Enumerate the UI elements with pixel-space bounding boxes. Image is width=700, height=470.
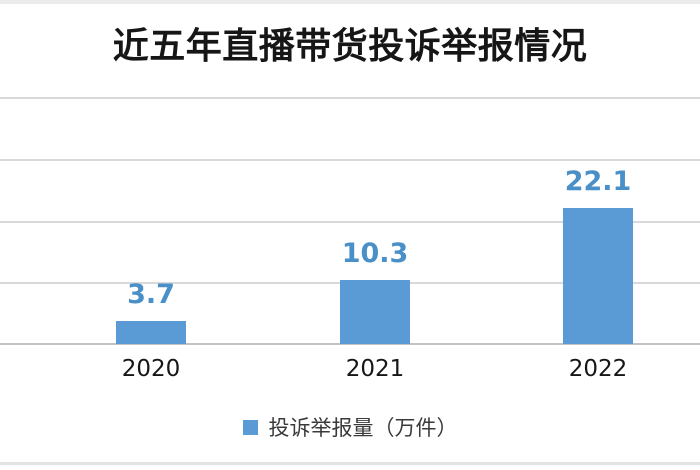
x-tick-label-2021: 2021	[345, 356, 405, 382]
data-label-2020: 3.7	[127, 279, 175, 310]
legend-label: 投诉举报量（万件）	[268, 416, 458, 440]
bar-group-2020: 3.7	[116, 281, 186, 344]
gridline	[0, 221, 700, 223]
gridline	[0, 159, 700, 161]
bottom-border-line	[0, 462, 700, 465]
bar-2021	[340, 280, 410, 344]
x-axis-line	[0, 343, 700, 345]
chart-title: 近五年直播带货投诉举报情况	[112, 25, 588, 67]
gridline	[0, 97, 700, 99]
bar-group-2021: 10.3	[340, 240, 410, 344]
bar-group-2022: 22.1	[563, 168, 633, 344]
x-tick-label-2022: 2022	[568, 356, 628, 382]
data-label-2021: 10.3	[341, 238, 409, 269]
data-label-2022: 22.1	[564, 166, 632, 197]
bar-2020	[116, 321, 186, 344]
legend: 投诉举报量（万件）	[0, 412, 700, 442]
top-border-strip	[0, 0, 700, 4]
x-tick-label-2020: 2020	[121, 356, 181, 382]
bar-2022	[563, 208, 633, 344]
legend-marker-square-icon	[242, 419, 258, 435]
